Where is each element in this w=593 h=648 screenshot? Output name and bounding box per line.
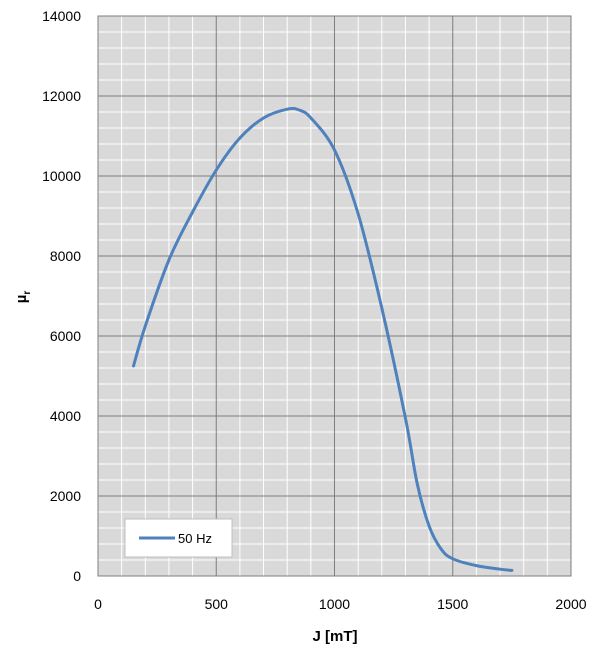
y-axis-ticks: 0 2000 4000 6000 8000 10000 12000 14000 <box>42 8 81 584</box>
y-axis-title: µ <box>13 295 30 304</box>
x-axis-ticks: 0 500 1000 1500 2000 <box>94 596 587 612</box>
y-tick-label: 10000 <box>42 168 81 184</box>
y-axis-title-subscript: r <box>22 291 33 295</box>
y-tick-label: 4000 <box>50 408 81 424</box>
series-line <box>132 106 514 572</box>
y-axis-title-group: µr <box>13 291 33 304</box>
y-tick-label: 12000 <box>42 88 81 104</box>
x-tick-label: 1500 <box>437 596 468 612</box>
series-layer <box>132 106 514 572</box>
svg-text:µr: µr <box>13 291 33 304</box>
x-tick-label: 1000 <box>319 596 350 612</box>
x-tick-label: 0 <box>94 596 102 612</box>
x-tick-label: 2000 <box>555 596 586 612</box>
y-tick-label: 2000 <box>50 488 81 504</box>
y-tick-label: 8000 <box>50 248 81 264</box>
x-axis-title: J [mT] <box>313 628 358 645</box>
legend: 50 Hz <box>124 518 233 558</box>
x-tick-label: 500 <box>205 596 229 612</box>
legend-label: 50 Hz <box>178 531 212 546</box>
plot-border <box>97 15 572 577</box>
major-grid <box>98 16 571 576</box>
y-tick-label: 6000 <box>50 328 81 344</box>
y-tick-label: 0 <box>73 568 81 584</box>
y-tick-label: 14000 <box>42 8 81 24</box>
